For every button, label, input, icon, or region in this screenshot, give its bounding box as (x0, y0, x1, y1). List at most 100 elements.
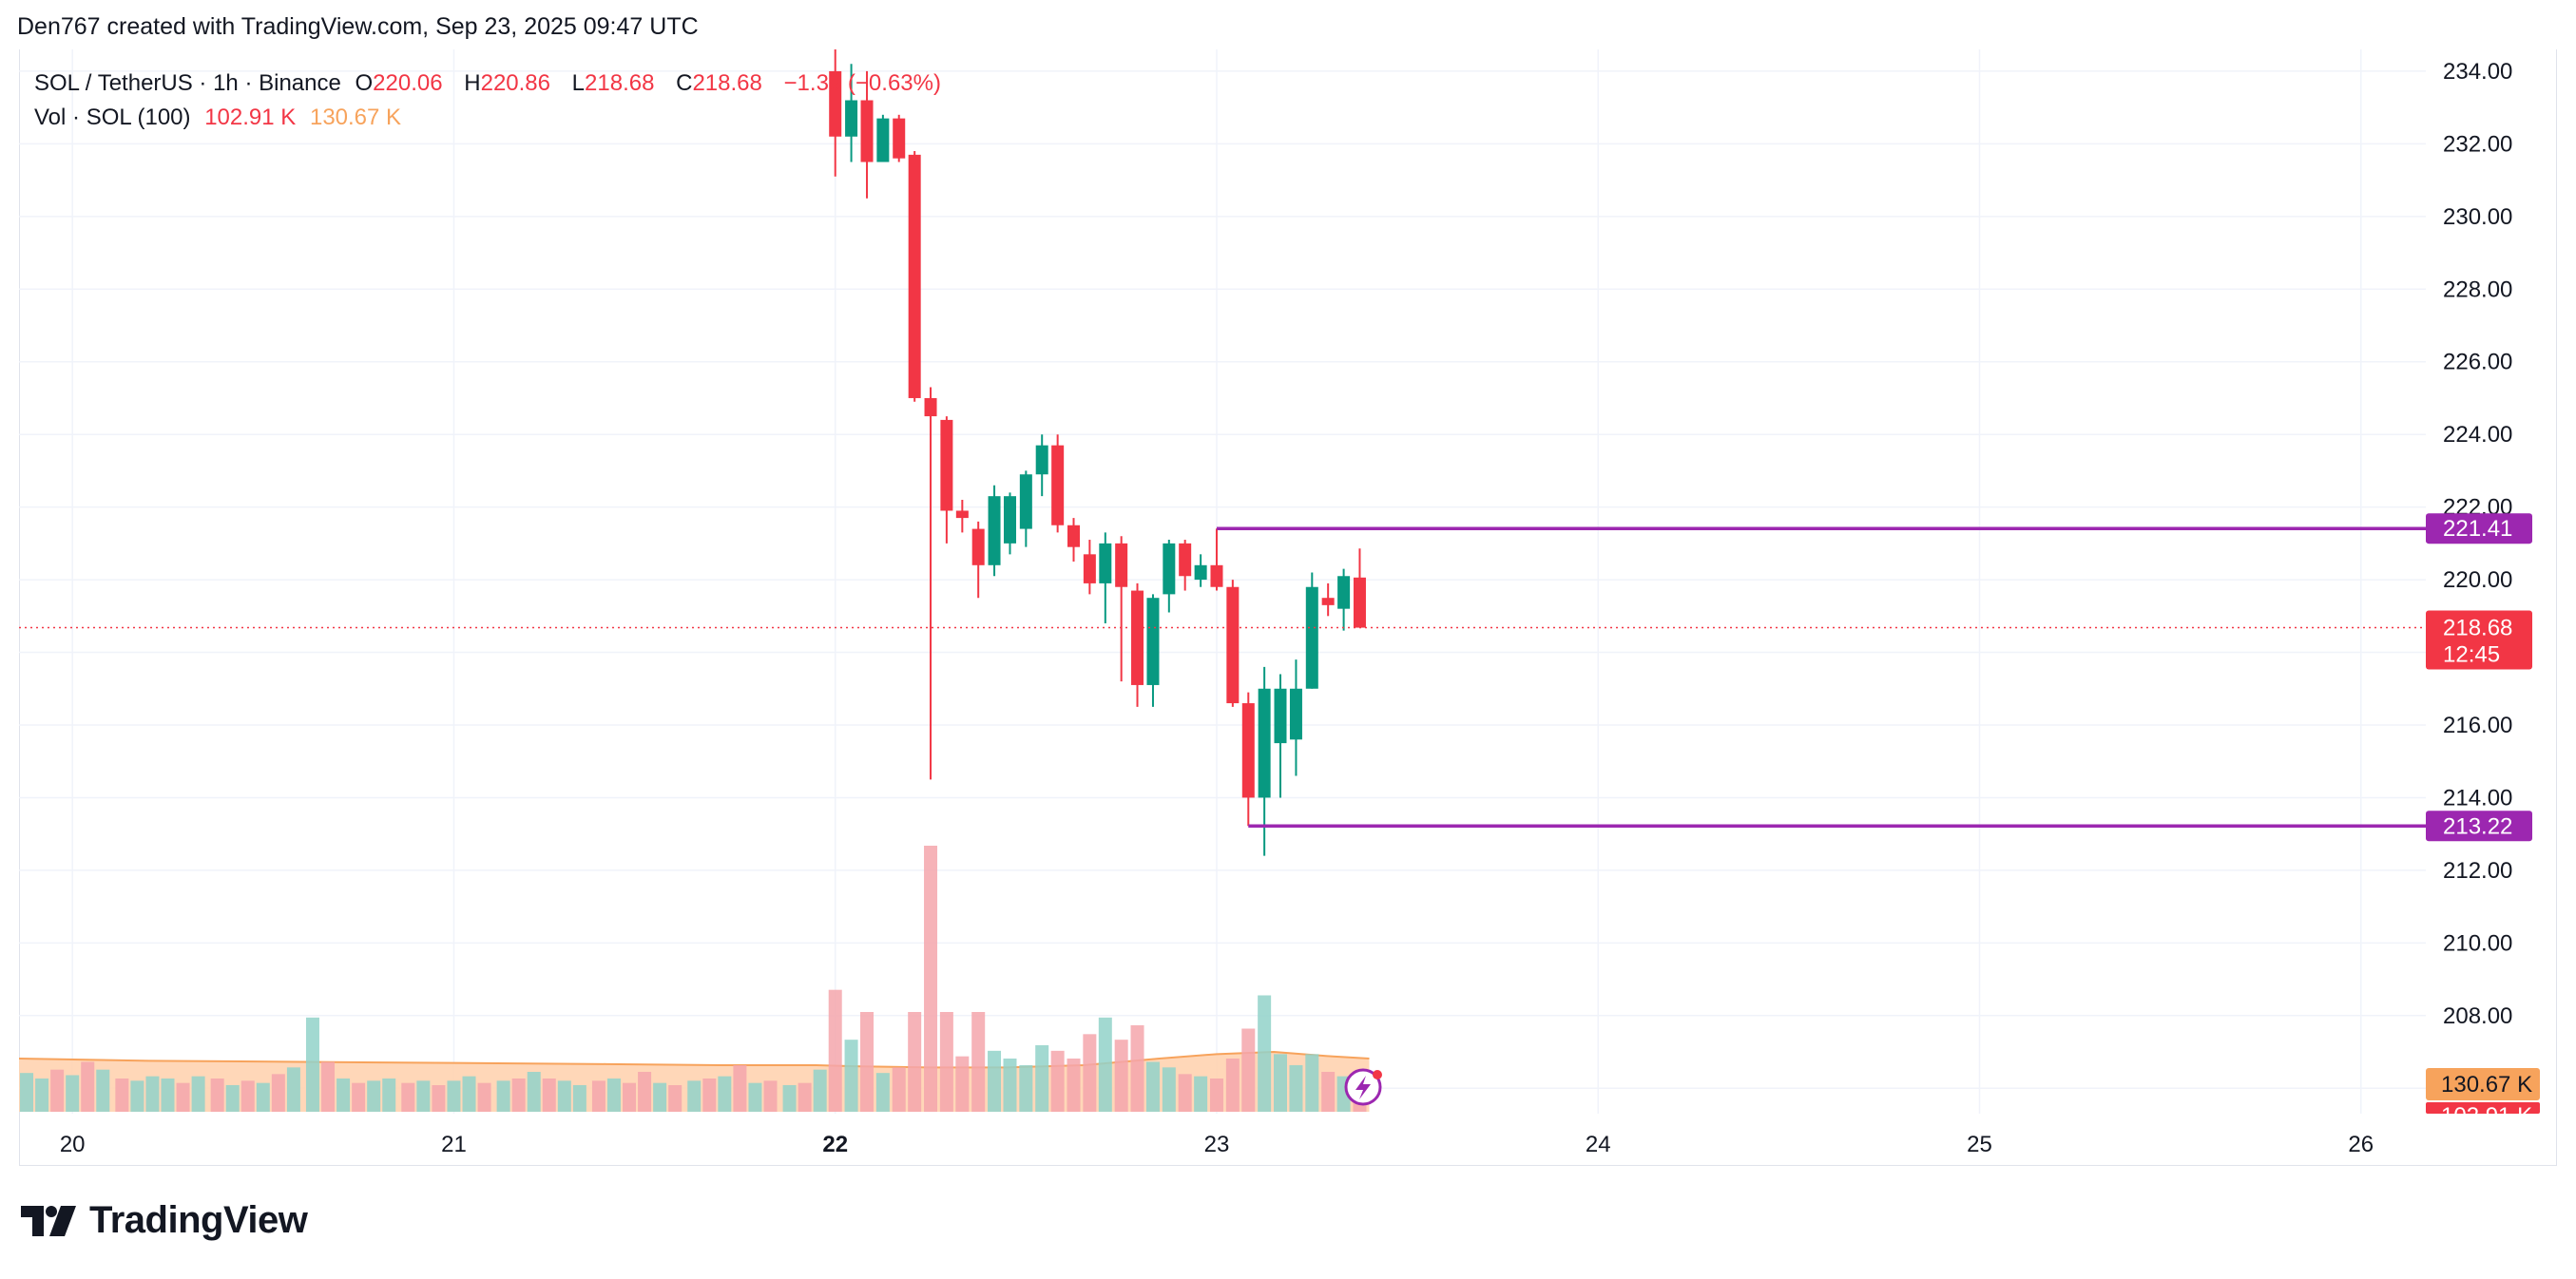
candle-body (1258, 688, 1271, 798)
volume-bar (286, 1067, 300, 1112)
y-tick-label: 212.00 (2443, 858, 2512, 884)
volume-bar (1019, 1065, 1033, 1112)
volume-bar (1289, 1065, 1303, 1112)
volume-bar (176, 1082, 190, 1112)
x-tick-label: 22 (822, 1132, 848, 1157)
horizontal-levels (19, 526, 2426, 829)
level-badge-label: 221.41 (2443, 516, 2512, 542)
x-tick-label: 23 (1204, 1132, 1230, 1157)
volume-bar (668, 1085, 682, 1112)
x-tick-label: 26 (2348, 1132, 2374, 1157)
candle-body (1019, 474, 1032, 529)
candle-body (1241, 703, 1255, 798)
volume-badge (2426, 1102, 2540, 1114)
candle-body (1321, 598, 1335, 605)
candle-body (1274, 688, 1287, 744)
volume-bar (145, 1076, 160, 1112)
candle-body (860, 100, 874, 162)
volume-bar (908, 1012, 922, 1112)
candle-body (955, 510, 969, 519)
level-badge (2426, 811, 2532, 842)
candle-body (845, 100, 858, 137)
volume-bar (225, 1085, 240, 1112)
y-tick-label: 234.00 (2443, 59, 2512, 85)
volume-bar (352, 1082, 366, 1112)
candle-body (971, 528, 985, 565)
volume-bar (1083, 1034, 1097, 1112)
volume-bar (892, 1067, 906, 1112)
x-tick-label: 24 (1586, 1132, 1611, 1157)
volume-bar (1258, 995, 1272, 1112)
symbol-label[interactable]: SOL / TetherUS · 1h · Binance (34, 70, 341, 96)
volume-bar (1225, 1059, 1240, 1112)
volume-bar (477, 1082, 491, 1112)
candle-body (908, 154, 921, 398)
volume-bar (115, 1079, 129, 1112)
volume-bar (763, 1080, 778, 1112)
volume-bar (447, 1080, 461, 1112)
time-axis: 20 21 22 23 24 25 26 (60, 1132, 2374, 1157)
volume-bar (66, 1075, 80, 1112)
volume-bar (462, 1076, 476, 1112)
candle-body (1163, 543, 1176, 595)
volume-bar (1114, 1040, 1128, 1112)
volume-bar (50, 1069, 65, 1112)
candle-body (924, 397, 937, 417)
volume-bar (130, 1080, 144, 1112)
tradingview-logo[interactable]: TradingView (21, 1199, 308, 1242)
candle-body (940, 419, 953, 511)
volume-bar (271, 1074, 285, 1112)
volume-bar (321, 1061, 336, 1112)
candle-body (876, 118, 890, 162)
volume-bar (20, 1073, 34, 1112)
volume-ma-value: 130.67 K (309, 105, 402, 130)
volume-bar (782, 1085, 797, 1112)
volume-bar (718, 1076, 732, 1112)
candle-body (1353, 577, 1366, 628)
volume-bar (687, 1080, 702, 1112)
lightning-icon[interactable] (1344, 1068, 1382, 1106)
y-tick-label: 232.00 (2443, 131, 2512, 157)
volume-bar (1209, 1079, 1223, 1112)
open-value: 220.06 (373, 70, 443, 96)
candle-body (1289, 688, 1302, 740)
low-label: L (571, 70, 586, 96)
volume-label[interactable]: Vol · SOL (100) (34, 105, 191, 130)
volume-bar (623, 1082, 637, 1112)
volume-row: Vol · SOL (100) 102.91 K 130.67 K (34, 101, 949, 135)
candle-body (1051, 445, 1065, 525)
volume-bar (1241, 1028, 1256, 1112)
low-value: 218.68 (585, 70, 655, 96)
candles (829, 49, 1366, 856)
volume-bar (191, 1076, 205, 1112)
candle-body (1067, 525, 1081, 547)
volume-bar (748, 1082, 762, 1112)
volume-bar (733, 1065, 747, 1112)
volume-value: 102.91 K (204, 105, 297, 130)
candle-body (1179, 543, 1192, 577)
volume-badge-label: 102.91 K (2441, 1103, 2532, 1129)
volume-bar (1067, 1059, 1081, 1112)
ohlc-row: SOL / TetherUS · 1h · Binance O220.06 H2… (34, 67, 949, 101)
chart-legend: SOL / TetherUS · 1h · Binance O220.06 H2… (34, 67, 949, 135)
logo-text: TradingView (89, 1199, 308, 1241)
volume-bar (1273, 1054, 1287, 1112)
level-badge-label: 213.22 (2443, 813, 2512, 839)
grid (19, 49, 2426, 1114)
chart-frame (19, 49, 2557, 1166)
volume-bar (1321, 1072, 1336, 1112)
volume-bar (382, 1079, 396, 1112)
volume-bar (256, 1082, 270, 1112)
y-tick-label: 210.00 (2443, 930, 2512, 956)
volume-bar (971, 1012, 986, 1112)
volume-bar (432, 1085, 446, 1112)
candle-body (1194, 564, 1207, 581)
volume-bar (96, 1069, 110, 1112)
volume-pane (18, 846, 1370, 1112)
volume-bar (527, 1072, 541, 1112)
y-tick-label: 214.00 (2443, 785, 2512, 811)
volume-bar (1305, 1054, 1319, 1112)
volume-bar (844, 1040, 858, 1112)
